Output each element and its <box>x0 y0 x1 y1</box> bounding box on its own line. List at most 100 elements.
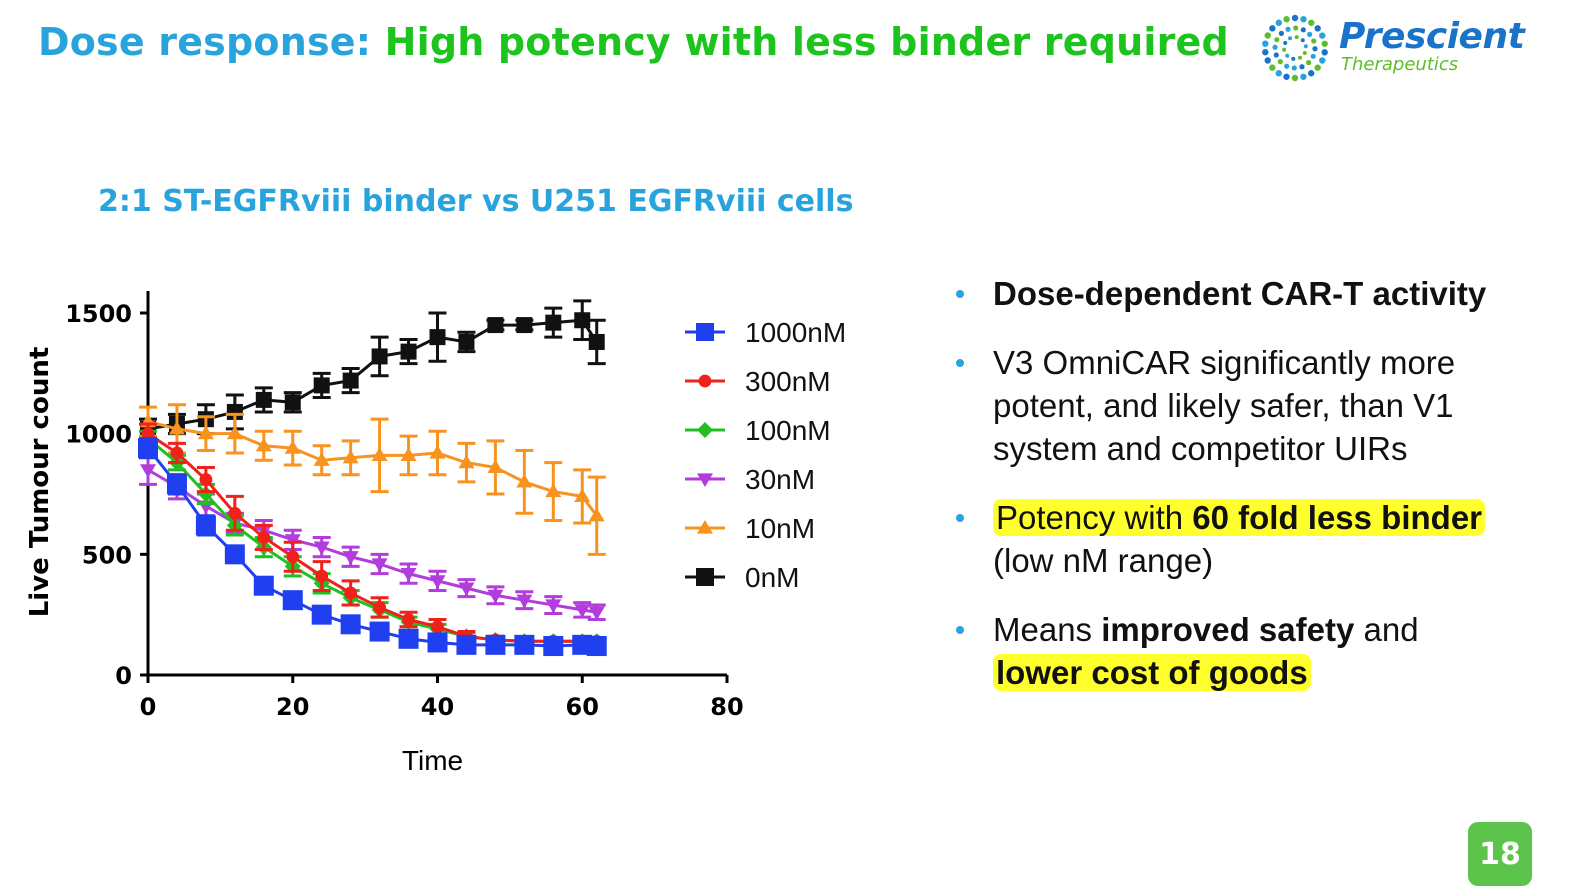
logo-dot <box>1300 16 1307 23</box>
data-point <box>574 604 591 618</box>
data-point <box>284 440 301 454</box>
legend-item: 1000nM <box>685 317 846 348</box>
data-point <box>485 634 506 655</box>
data-point <box>458 454 475 469</box>
legend-marker <box>697 520 713 534</box>
data-point <box>371 558 388 572</box>
data-point <box>588 333 605 350</box>
y-tick-label: 1000 <box>65 421 132 449</box>
bullet-emphasis: improved safety <box>1101 611 1355 648</box>
data-point <box>197 486 214 502</box>
data-point <box>141 427 155 441</box>
bullet-item: V3 OmniCAR significantly more potent, an… <box>950 341 1550 470</box>
data-point <box>166 474 187 495</box>
x-tick-label: 60 <box>566 693 599 721</box>
data-point <box>257 531 271 544</box>
bullet-text: Potency with <box>996 499 1184 536</box>
logo-dot <box>1314 64 1321 71</box>
logo-dot <box>1284 63 1290 69</box>
legend-item: 0nM <box>685 562 799 593</box>
data-point <box>545 599 562 614</box>
data-point <box>170 446 184 460</box>
data-point <box>344 586 358 600</box>
data-point <box>373 601 386 614</box>
logo-dot <box>1294 35 1299 40</box>
data-point <box>138 438 158 459</box>
legend-marker <box>698 374 712 388</box>
data-point <box>313 377 330 394</box>
legend-marker <box>697 422 713 438</box>
logo-dot <box>1291 65 1297 71</box>
data-point <box>282 590 303 611</box>
data-point <box>400 447 417 461</box>
logo-dot <box>1311 38 1317 44</box>
logo-dot <box>1291 14 1299 22</box>
bullet-item: Means improved safety and lower cost of g… <box>950 608 1550 694</box>
data-point <box>369 621 390 642</box>
data-point <box>574 312 591 329</box>
logo-dot <box>1321 49 1328 56</box>
data-point <box>588 507 605 522</box>
logo-subtitle: Therapeutics <box>1341 54 1459 75</box>
logo-dot <box>1278 30 1284 36</box>
data-point <box>284 394 301 411</box>
logo-dot <box>1264 57 1271 64</box>
logo-dot <box>1312 46 1318 52</box>
logo-dot <box>1274 37 1280 43</box>
data-point <box>398 628 419 649</box>
data-point <box>313 541 330 556</box>
data-point <box>427 632 448 653</box>
logo-dot <box>1262 40 1269 47</box>
logo-dot <box>1269 25 1276 32</box>
bullet-list: Dose-dependent CAR-T activity V3 OmniCAR… <box>950 272 1550 720</box>
series-1000nM <box>138 436 607 657</box>
data-point <box>487 317 504 334</box>
highlighted-text: Potency with 60 fold less binder <box>993 499 1486 536</box>
data-point <box>456 634 477 655</box>
x-tick-label: 20 <box>276 693 309 721</box>
x-tick-label: 40 <box>421 693 454 721</box>
legend-marker <box>696 323 714 341</box>
data-point <box>168 420 185 435</box>
logo-dot <box>1297 55 1302 60</box>
legend-marker <box>697 473 713 487</box>
slide-title: Dose response: High potency with less bi… <box>38 20 1229 64</box>
y-tick-label: 500 <box>82 541 132 569</box>
logo-dot <box>1310 53 1316 59</box>
bullet-text: Means <box>993 611 1093 648</box>
data-point <box>228 506 242 520</box>
logo-dot <box>1306 60 1312 66</box>
logo-dot <box>1285 26 1291 32</box>
bullet-text: and <box>1363 611 1419 648</box>
logo-dot <box>1262 49 1269 56</box>
data-point <box>586 636 607 657</box>
logo-dot <box>1307 70 1315 77</box>
logo-dot <box>1300 27 1306 33</box>
data-point <box>400 568 417 582</box>
legend-label: 300nM <box>745 366 831 397</box>
data-point <box>458 582 475 597</box>
logo-dot <box>1293 25 1299 31</box>
logo-dot <box>1288 36 1293 41</box>
data-point <box>195 515 216 536</box>
logo-name: Prescient <box>1339 16 1525 57</box>
data-point <box>543 636 564 657</box>
data-point <box>400 343 417 360</box>
data-point <box>286 550 300 564</box>
data-point <box>315 569 329 583</box>
data-point <box>574 488 591 503</box>
logo-dot <box>1307 31 1313 37</box>
data-point <box>255 437 272 452</box>
legend-label: 10nM <box>745 513 815 544</box>
data-point <box>371 447 388 461</box>
page-number: 18 <box>1468 822 1532 886</box>
logo-dot <box>1282 47 1287 52</box>
bullet-text: Dose-dependent CAR-T activity <box>993 275 1487 312</box>
bullet-text: V3 OmniCAR significantly more potent, an… <box>993 344 1456 467</box>
data-point <box>431 620 444 634</box>
chart-title: 2:1 ST-EGFRviii binder vs U251 EGFRviii … <box>98 184 854 219</box>
logo-dot <box>1299 64 1305 70</box>
y-tick-label: 0 <box>115 662 132 690</box>
legend-item: 30nM <box>685 464 815 495</box>
dose-response-chart: 0 20 40 60 80 0 500 1000 1500 Time Live Tumour cou… <box>25 291 846 776</box>
